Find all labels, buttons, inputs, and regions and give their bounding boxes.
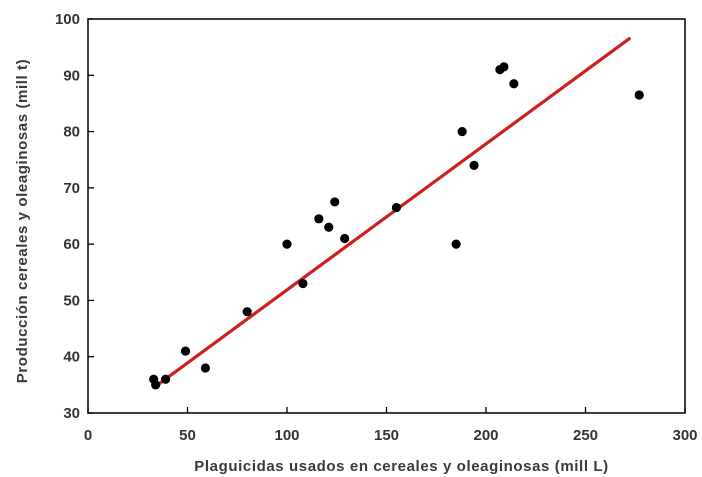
data-point — [151, 380, 161, 390]
x-tick-label: 150 — [374, 427, 399, 444]
trendline-group — [156, 37, 631, 387]
y-tick-label: 100 — [55, 11, 80, 28]
y-tick-label: 40 — [63, 349, 80, 366]
data-point — [314, 214, 324, 224]
y-tick-label: 30 — [63, 405, 80, 422]
data-point — [200, 363, 211, 373]
y-tick-label: 80 — [63, 124, 80, 141]
data-point — [469, 160, 479, 170]
data-point — [161, 374, 171, 384]
data-point — [457, 126, 467, 137]
data-point — [634, 90, 644, 100]
x-tick-label: 50 — [179, 427, 196, 444]
y-axis-ticks: 30 40 50 60 70 80 90 100 — [55, 11, 94, 422]
trendline — [156, 37, 631, 387]
data-point — [282, 239, 292, 249]
x-tick-label: 200 — [473, 427, 498, 444]
data-point — [340, 233, 350, 244]
data-point — [391, 202, 402, 213]
data-point — [180, 346, 191, 356]
y-tick-label: 90 — [63, 67, 80, 84]
data-point — [451, 239, 461, 249]
y-tick-label: 60 — [63, 236, 80, 253]
data-point — [298, 278, 308, 289]
x-tick-label: 250 — [573, 427, 598, 444]
data-points — [149, 62, 644, 390]
data-point — [499, 62, 509, 72]
y-tick-label: 70 — [63, 180, 80, 197]
x-axis-title: Plaguicidas usados en cereales y oleagin… — [194, 458, 608, 475]
y-axis-title: Producción cereales y oleaginosas (mill … — [14, 59, 31, 383]
data-point — [509, 79, 519, 89]
x-tick-label: 300 — [672, 427, 697, 444]
x-tick-label: 100 — [274, 427, 299, 444]
data-point — [330, 197, 340, 207]
x-axis-ticks: 0 50 100 150 200 250 300 — [84, 407, 698, 444]
x-tick-label: 0 — [84, 427, 92, 444]
data-point — [324, 222, 334, 232]
y-tick-label: 50 — [63, 292, 80, 309]
data-point — [242, 307, 252, 317]
